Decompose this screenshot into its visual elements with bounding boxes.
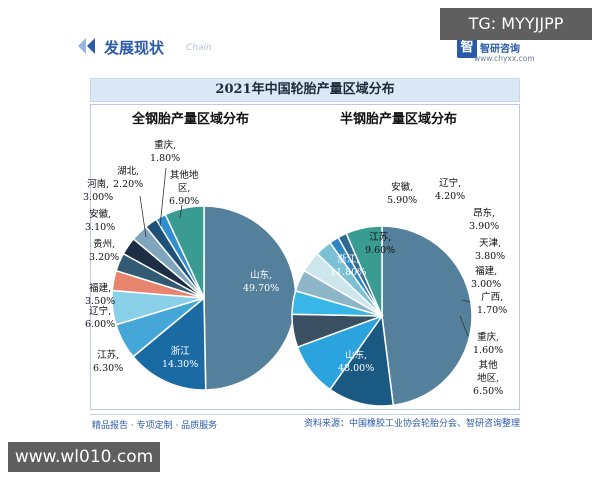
pie1-label-value-2: 6.30% — [93, 363, 124, 374]
logo-url: www.chyxx.com — [474, 54, 535, 63]
pie1-label-name-2: 江苏, — [97, 350, 120, 361]
pie2-label-value-9: 1.60% — [473, 345, 504, 356]
pie2-label-value-5: 3.90% — [469, 221, 500, 232]
pie1-slice-1 — [132, 296, 207, 391]
pie2-label-name-8: 广西, — [481, 292, 504, 303]
pie2-label-5: 昂东, 3.90% — [469, 207, 499, 233]
chart-frame — [90, 104, 520, 410]
pie1-label-value-9: 1.80% — [150, 153, 181, 164]
pie1-leader-9 — [159, 167, 167, 227]
right-chart-title: 半钢胎产量区域分布 — [340, 112, 458, 127]
site-overlay-badge: www.wl010.com — [8, 442, 160, 472]
pie2-label-value-0: 48.00% — [338, 363, 375, 374]
header-title: 发展现状 — [104, 39, 165, 57]
pie2-label-1: 浙江, 11.80% — [330, 253, 366, 279]
pie2-slice-0 — [381, 225, 473, 407]
pie1-label-name-7: 河南, — [87, 179, 110, 190]
pie2-label-9: 重庆, 1.60% — [473, 331, 503, 357]
pie2-label-value-7: 3.00% — [471, 279, 502, 290]
pie1-label-name-3: 辽宁, — [89, 306, 112, 317]
pie2-label-name-9: 重庆, — [477, 332, 500, 343]
pie1-label-value-10: 6.90% — [169, 195, 200, 207]
pie2-slice-10 — [345, 225, 383, 317]
left-chart-title: 全钢胎产量区域分布 — [132, 112, 250, 127]
chart-title: 2021年中国轮胎产量区域分布 — [90, 78, 520, 102]
pie1-label-6: 安徽, 3.10% — [85, 208, 115, 234]
pie1-label-4: 福建, 3.50% — [85, 282, 115, 308]
pie2-label-4: 辽宁, 4.20% — [435, 177, 465, 203]
pie2-leader-9 — [459, 315, 469, 337]
pie2-label-value-1: 11.80% — [330, 267, 367, 278]
pie2-label-6: 天津, 3.80% — [475, 237, 505, 263]
pie2-label-8: 广西, 1.70% — [477, 291, 507, 317]
pie1-label-value-5: 3.20% — [89, 252, 120, 263]
pie2-label-name-10: 其他 地区, — [477, 359, 500, 384]
pie1-label-value-3: 6.00% — [85, 319, 116, 330]
pie2-label-name-1: 浙江, — [337, 254, 360, 265]
pie2-label-7: 福建, 3.00% — [471, 265, 501, 291]
logo-name: 智研咨询 — [480, 44, 520, 55]
header-arrows-icon — [78, 38, 95, 54]
pie1-slice-10 — [164, 205, 205, 299]
pie1-label-name-6: 安徽, — [89, 209, 112, 220]
pie2-leader-8 — [461, 299, 471, 303]
pie2-label-name-4: 辽宁, — [439, 178, 462, 189]
tg-overlay-badge: TG: MYYJJPP — [440, 8, 592, 40]
pie1-label-name-1: 浙江 — [170, 346, 190, 357]
pie2-label-name-3: 安徽, — [391, 182, 414, 193]
pie2-label-name-7: 福建, — [475, 266, 498, 277]
footer-tagline: 精品报告 · 专项定制 · 品质服务 — [92, 421, 218, 431]
pie1-label-value-0: 49.70% — [243, 283, 280, 294]
pie2-slice-1 — [328, 313, 395, 407]
pie1-label-3: 辽宁, 6.00% — [85, 305, 115, 331]
pie1-label-name-10: 其他地 区, — [169, 169, 199, 194]
pie2-label-value-3: 5.90% — [387, 195, 418, 206]
header-subtitle: Chain — [186, 43, 212, 53]
pie1-label-value-4: 3.50% — [85, 296, 116, 307]
pie1-label-1: 浙江 14.30% — [162, 345, 198, 371]
pie1-label-value-7: 3.00% — [83, 192, 114, 203]
pie2-label-name-6: 天津, — [479, 238, 502, 249]
logo-mark-icon: 智 — [457, 38, 477, 58]
pie2-label-value-2: 9.60% — [365, 245, 396, 256]
pie1-leader-8 — [139, 195, 147, 238]
pie1-label-name-9: 重庆, — [154, 140, 177, 151]
pie2-label-2: 江苏, 9.60% — [365, 231, 395, 257]
pie1-label-name-5: 贵州, — [93, 239, 116, 250]
pie1-label-9: 重庆, 1.80% — [150, 139, 180, 165]
pie2-label-value-10: 6.50% — [473, 385, 504, 397]
footer-source: 资料来源：中国橡胶工业协会轮胎分会、智研咨询整理 — [304, 419, 521, 429]
pie1-label-name-4: 福建, — [89, 283, 112, 294]
pie2-label-value-4: 4.20% — [435, 191, 466, 202]
pie1-label-value-8: 2.20% — [113, 179, 144, 190]
footer-divider — [90, 414, 520, 415]
pie1-slice-0 — [203, 205, 297, 391]
pie1-leader-10 — [179, 204, 183, 219]
pie1-label-10: 其他地 区, 6.90% — [169, 169, 199, 208]
pie1-label-5: 贵州, 3.20% — [89, 238, 119, 264]
pie2-label-3: 安徽, 5.90% — [387, 181, 417, 207]
pie1-label-7: 河南, 3.00% — [83, 178, 113, 204]
pie1-label-2: 江苏, 6.30% — [93, 349, 123, 375]
pie1-label-value-6: 3.10% — [85, 222, 116, 233]
pie1-label-0: 山东, 49.70% — [243, 269, 279, 295]
pie2-label-name-2: 江苏, — [369, 232, 392, 243]
pie1-label-value-1: 14.30% — [162, 359, 199, 370]
pie2-label-value-6: 3.80% — [475, 251, 506, 262]
pie2-label-name-5: 昂东, — [473, 208, 496, 219]
pie2-label-value-8: 1.70% — [477, 305, 508, 316]
pie1-label-8: 湖北, 2.20% — [113, 165, 143, 191]
pie2-label-name-0: 山东, — [345, 350, 368, 361]
pie1-label-name-0: 山东, — [250, 270, 273, 281]
pie2-label-0: 山东, 48.00% — [338, 349, 374, 375]
pie2-label-10: 其他 地区, 6.50% — [473, 359, 503, 398]
pie1-label-name-8: 湖北, — [117, 166, 140, 177]
